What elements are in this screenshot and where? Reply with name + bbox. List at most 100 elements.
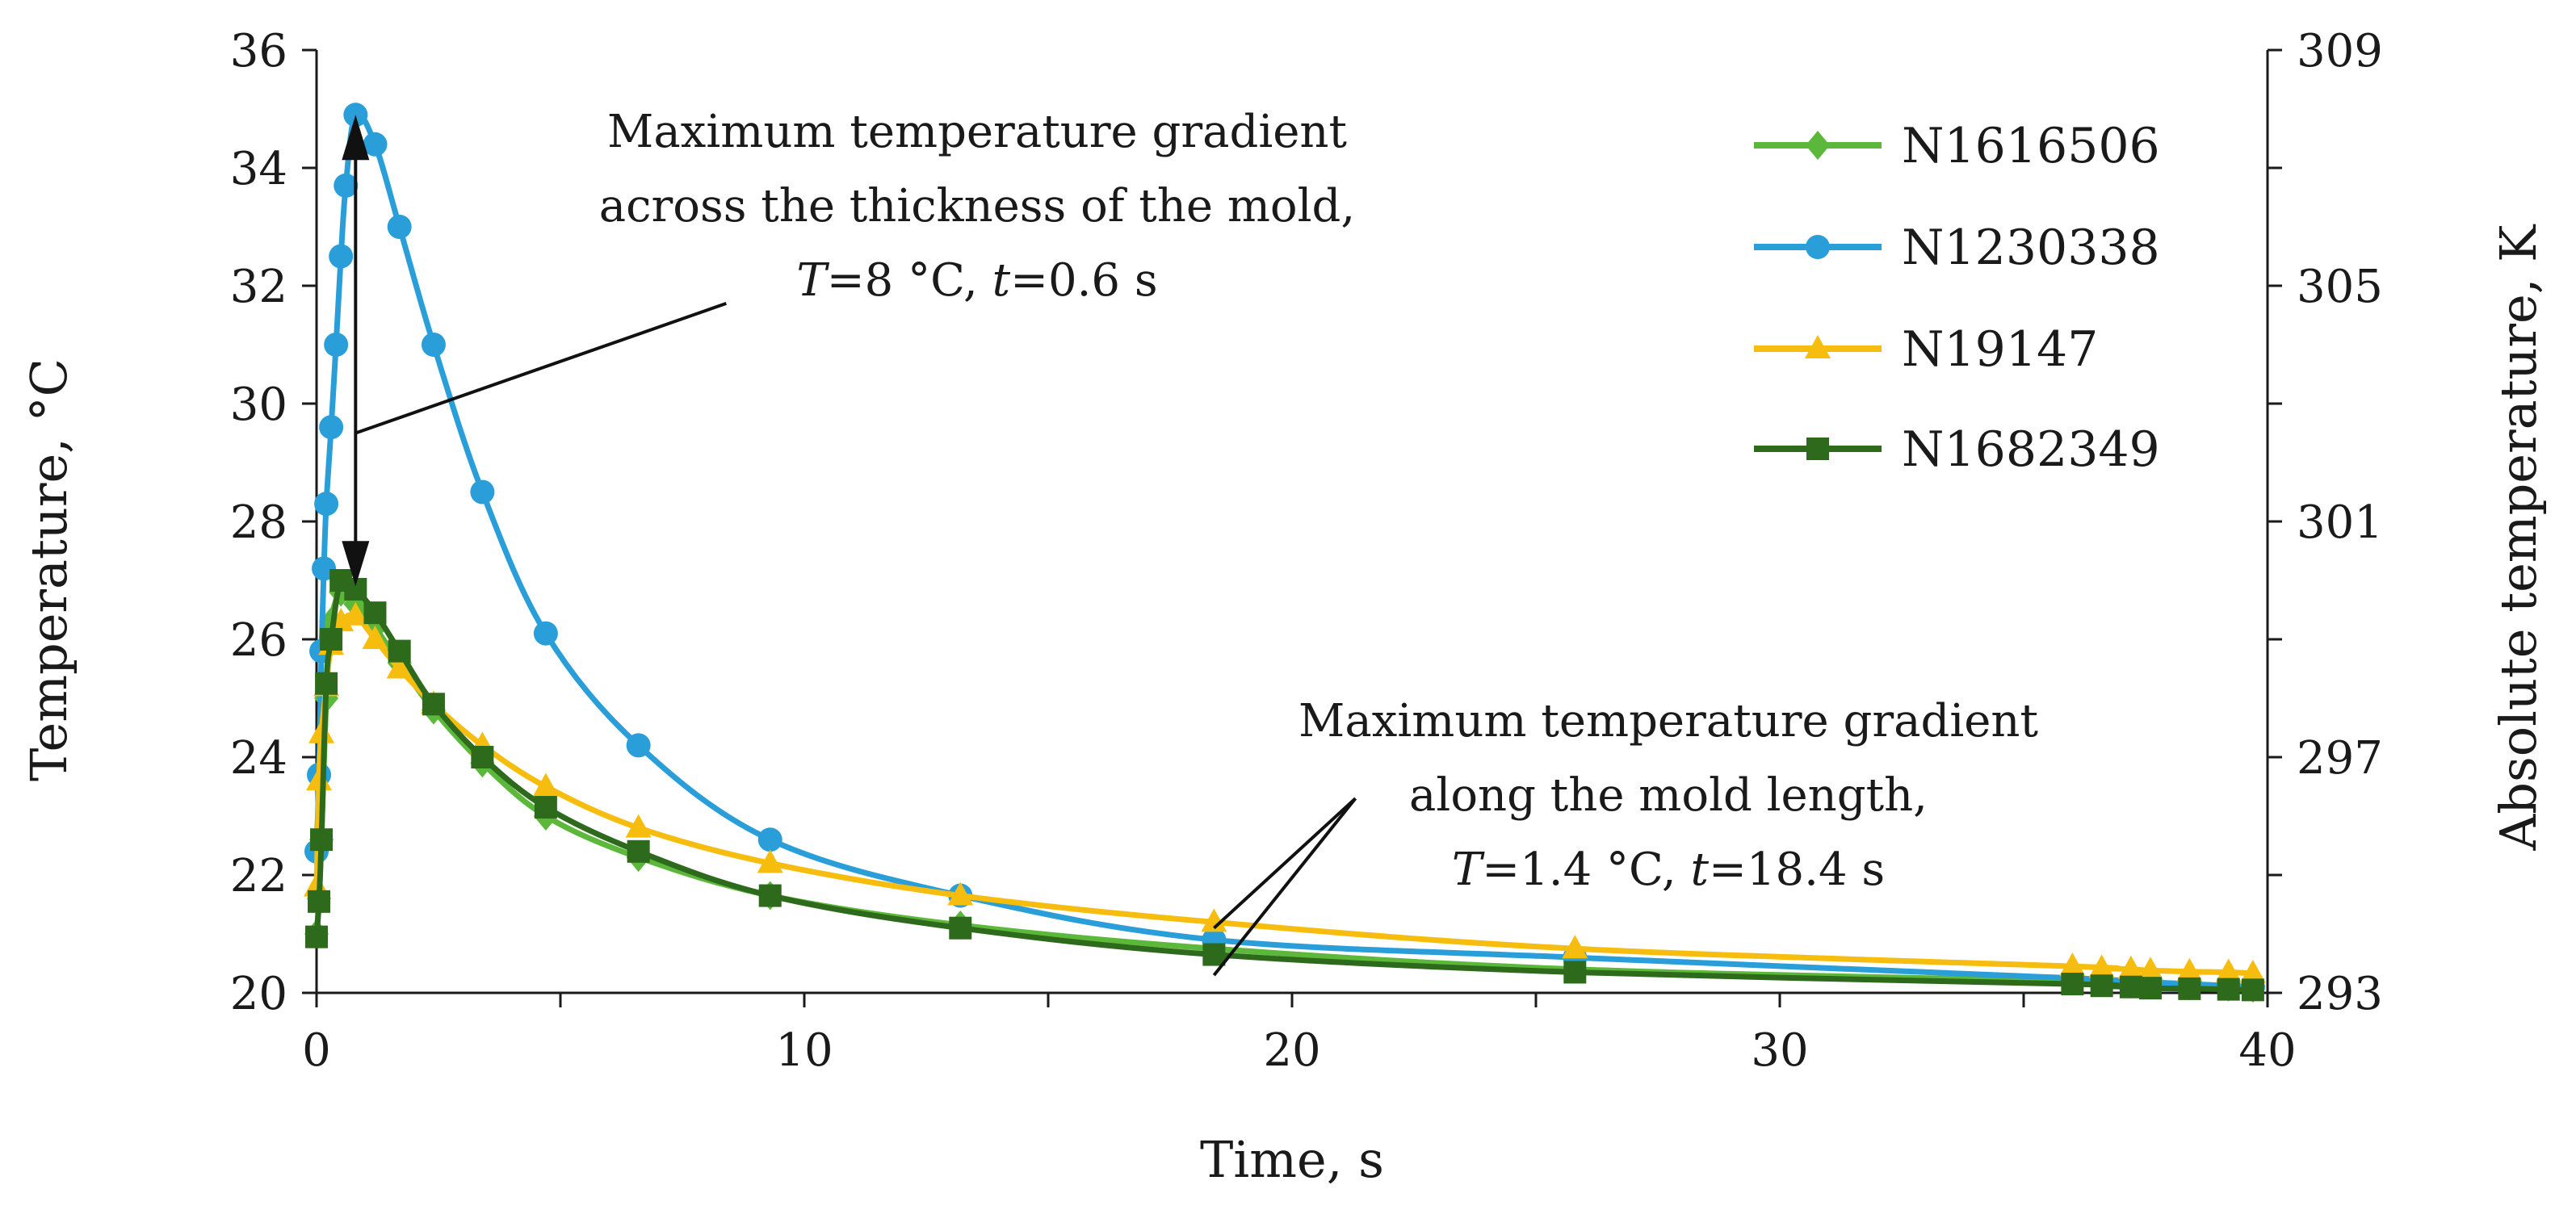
- data-point: [308, 719, 335, 743]
- data-point: [2139, 977, 2163, 1000]
- data-point: [758, 884, 782, 907]
- data-point: [2061, 973, 2084, 996]
- legend-swatch-marker: [1805, 335, 1831, 358]
- legend-label: N1230338: [1902, 220, 2160, 276]
- data-point: [2090, 974, 2113, 998]
- data-point: [2178, 977, 2201, 1000]
- legend-swatch-marker: [1806, 235, 1830, 259]
- data-point: [2119, 975, 2142, 999]
- value: =18.4 s: [1709, 844, 1885, 896]
- y-tick-label: 30: [230, 379, 287, 431]
- legend-item-N1682349: N1682349: [1754, 421, 2160, 478]
- data-point: [2117, 955, 2144, 979]
- x-tick-label: 0: [302, 1024, 331, 1077]
- data-point: [625, 814, 652, 838]
- legend-swatch-marker: [1806, 438, 1829, 460]
- legend-item-N19147: N19147: [1754, 321, 2098, 378]
- thickness-leader-line: [355, 302, 728, 435]
- x-axis-title: Time, s: [1200, 1130, 1384, 1189]
- series-line: [313, 612, 2254, 977]
- symbol: t: [1690, 844, 1709, 896]
- legend-swatch-marker: [1806, 131, 1830, 160]
- data-point: [471, 746, 494, 768]
- value: =1.4 °C,: [1482, 844, 1690, 896]
- y2-tick-label: 305: [2297, 261, 2383, 313]
- y-tick-label: 34: [230, 143, 287, 195]
- thickness-annotation-line1: Maximum temperature gradient: [607, 106, 1347, 158]
- data-point: [363, 601, 387, 625]
- data-point: [626, 733, 651, 758]
- data-point: [342, 601, 369, 626]
- data-point: [470, 479, 495, 505]
- y-tick-label: 26: [230, 614, 287, 667]
- y-tick-label: 28: [230, 496, 287, 549]
- legend-label: N1616506: [1902, 118, 2160, 174]
- data-point: [2138, 957, 2164, 981]
- data-point: [532, 772, 559, 797]
- data-point: [305, 925, 328, 948]
- y-tick-label: 24: [230, 732, 287, 785]
- data-point: [319, 415, 344, 440]
- data-point: [2241, 978, 2264, 1002]
- data-point: [1562, 935, 1588, 959]
- data-point: [362, 626, 388, 649]
- data-point: [421, 333, 446, 357]
- data-point: [2239, 959, 2266, 983]
- data-point: [329, 244, 354, 269]
- x-tick-label: 30: [1751, 1024, 1808, 1077]
- y2-axis-title: Absolute temperature, K: [2489, 224, 2548, 852]
- data-point: [947, 881, 974, 906]
- thickness-arrow-head-down: [342, 541, 370, 587]
- data-point: [320, 628, 343, 651]
- data-point: [388, 639, 411, 663]
- x-tick-label: 10: [775, 1024, 833, 1077]
- length-annotation-value: T=1.4 °C, t=18.4 s: [1452, 844, 1885, 896]
- axes: 20 22 24 26 28 30 32 34 36 293 297 301 305 309 0 10 20 30…: [19, 25, 2548, 1189]
- symbol: t: [992, 254, 1011, 307]
- data-point: [2059, 953, 2086, 977]
- annotation-layer: Maximum temperature gradient across the t…: [342, 106, 2038, 977]
- data-point: [386, 655, 413, 679]
- length-leader-line-b: [1212, 797, 1357, 977]
- series-N19147: [304, 601, 2266, 983]
- thickness-annotation-value: T=8 °C, t=0.6 s: [796, 254, 1157, 307]
- thickness-annotation-line2: across the thickness of the mold,: [599, 180, 1355, 232]
- data-point: [324, 333, 349, 357]
- data-point: [387, 215, 412, 239]
- y-tick-label: 32: [230, 261, 287, 313]
- y-tick-label: 36: [230, 25, 287, 77]
- data-point: [1563, 961, 1587, 984]
- data-point: [314, 492, 339, 517]
- legend: N1616506 N1230338 N19147 N1682349: [1754, 118, 2160, 478]
- data-point: [1201, 908, 1227, 932]
- symbol: T: [796, 254, 829, 307]
- data-point: [627, 839, 650, 863]
- data-point: [315, 672, 338, 695]
- x-tick-label: 20: [1263, 1024, 1320, 1077]
- data-point: [334, 173, 359, 198]
- series-layer: [304, 103, 2266, 1003]
- y2-tick-label: 297: [2297, 732, 2383, 785]
- y2-tick-label: 309: [2297, 25, 2383, 77]
- value: =0.6 s: [1010, 254, 1158, 307]
- data-point: [949, 916, 972, 940]
- legend-item-N1616506: N1616506: [1754, 118, 2160, 174]
- data-point: [2088, 954, 2115, 978]
- value: =8 °C,: [827, 254, 992, 307]
- length-annotation-line2: along the mold length,: [1409, 769, 1928, 822]
- data-point: [2215, 958, 2242, 982]
- legend-label: N1682349: [1902, 421, 2160, 478]
- y-tick-label: 20: [230, 968, 287, 1020]
- x-tick-label: 40: [2238, 1024, 2296, 1077]
- data-point: [1202, 943, 1226, 966]
- data-point: [363, 132, 388, 157]
- y2-tick-label: 293: [2297, 968, 2383, 1020]
- legend-label: N19147: [1902, 321, 2098, 378]
- data-point: [2217, 978, 2240, 1001]
- data-point: [757, 849, 783, 873]
- data-point: [534, 796, 557, 819]
- y-axis-title: Temperature, °C: [19, 358, 78, 781]
- y-tick-label: 22: [230, 850, 287, 902]
- length-annotation-line1: Maximum temperature gradient: [1298, 695, 2038, 747]
